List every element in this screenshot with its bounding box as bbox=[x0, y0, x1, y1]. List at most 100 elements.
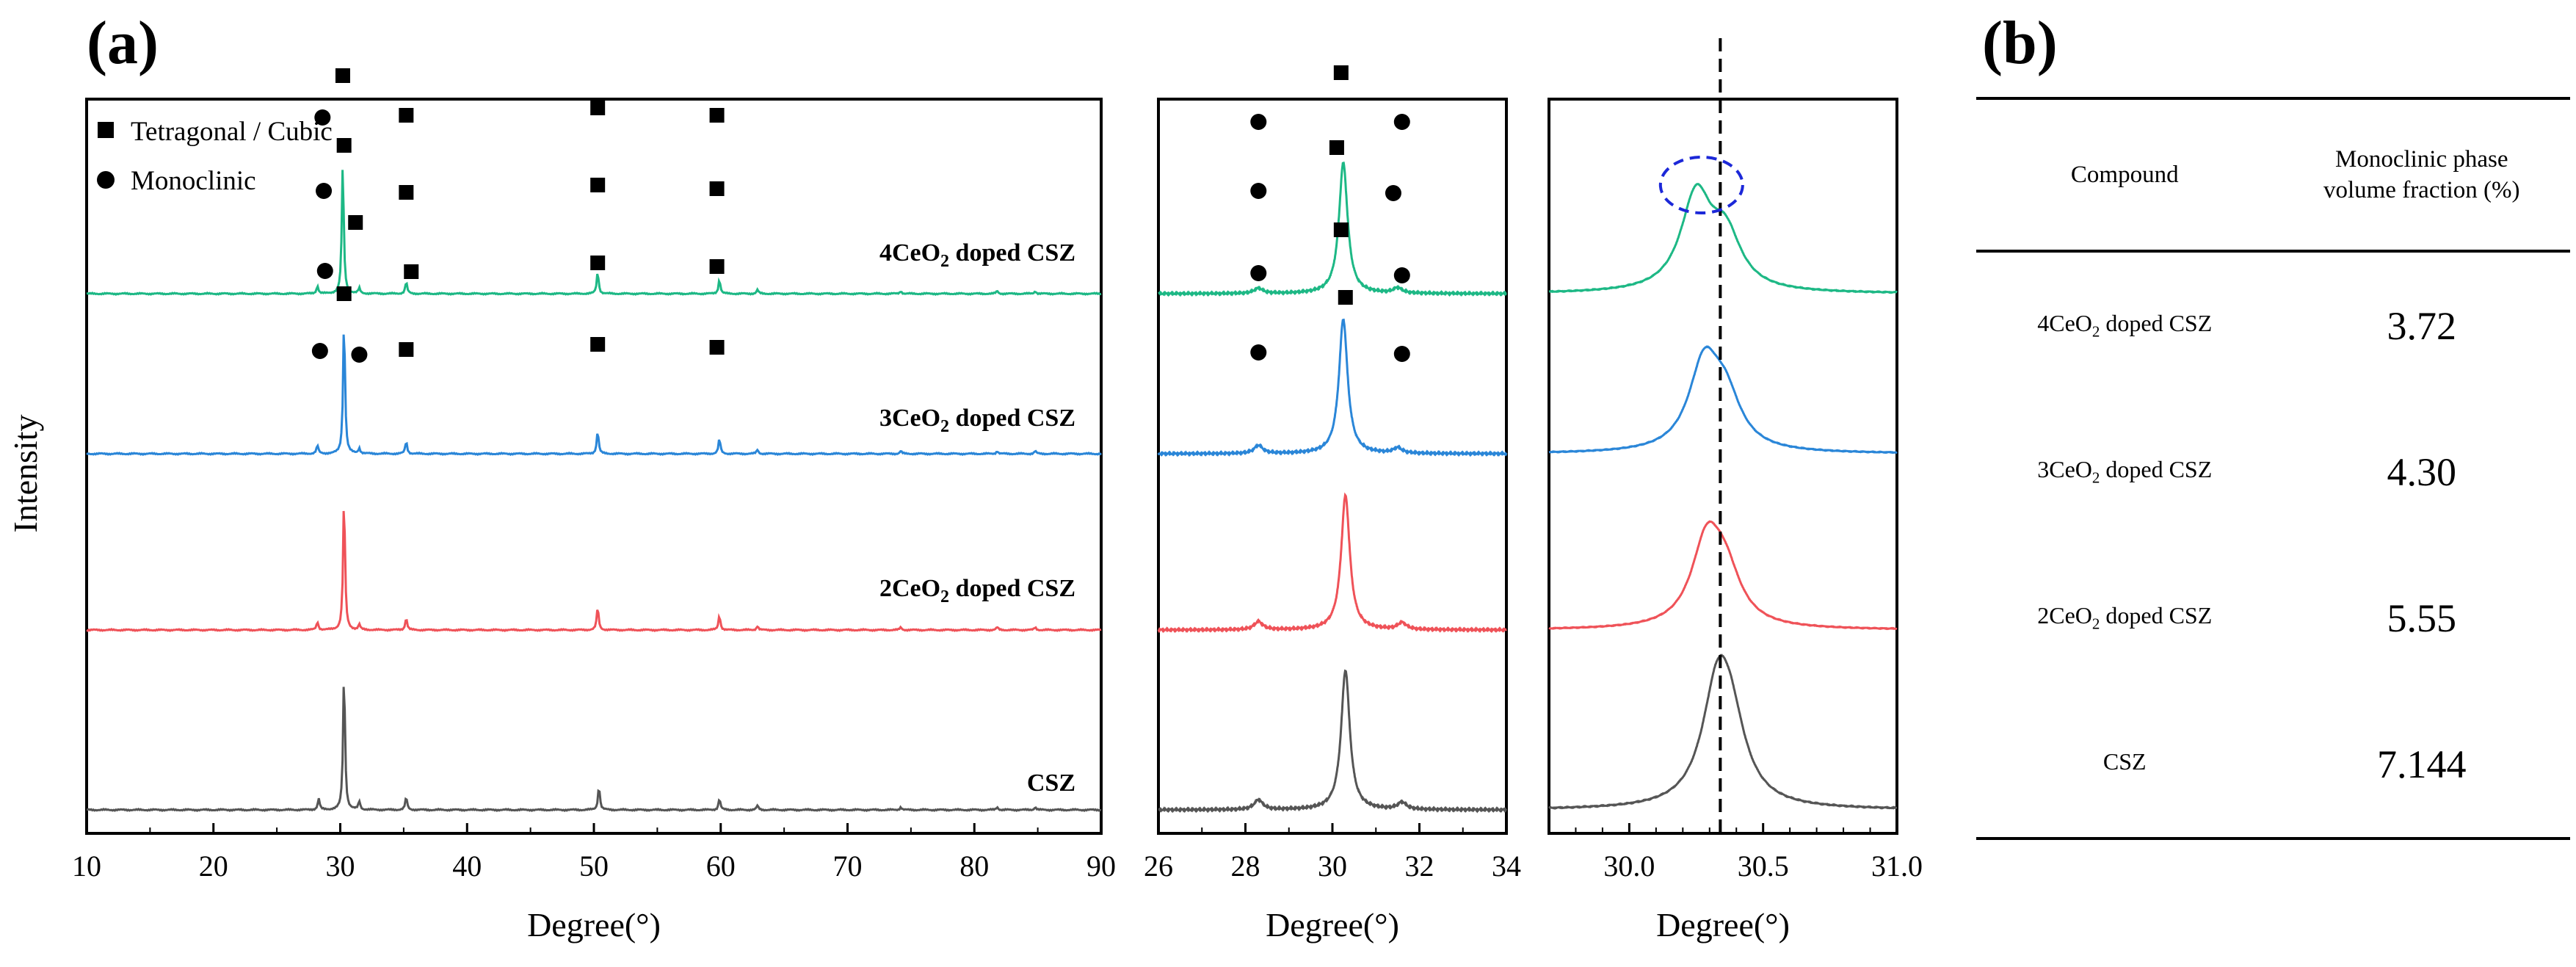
detail-x-tick-label: 31.0 bbox=[1871, 850, 1923, 883]
series-labels: 4CeO2 doped CSZ 3CeO2 doped CSZ 2CeO2 do… bbox=[879, 239, 1075, 797]
zoom-series-line bbox=[1158, 669, 1508, 814]
compound-cell: 3CeO2 doped CSZ bbox=[2037, 456, 2213, 487]
tetragonal-cubic-marker bbox=[399, 342, 414, 357]
zoom-x-tick-label: 32 bbox=[1405, 850, 1434, 883]
tetragonal-cubic-marker bbox=[335, 68, 350, 83]
full-x-tick-label: 50 bbox=[579, 850, 609, 883]
full-x-axis-title: Degree(°) bbox=[527, 906, 661, 944]
fraction-value: 7.144 bbox=[2273, 691, 2570, 840]
detail-series-line bbox=[1548, 520, 1898, 631]
tetragonal-cubic-marker bbox=[590, 256, 606, 270]
monoclinic-marker bbox=[314, 109, 331, 126]
zoom-x-tick-label: 28 bbox=[1231, 850, 1260, 883]
full-series-line bbox=[86, 510, 1102, 632]
zoom-x-tick-label: 34 bbox=[1492, 850, 1521, 883]
tetragonal-cubic-marker bbox=[709, 108, 725, 123]
monoclinic-marker bbox=[1250, 344, 1267, 361]
phase-fraction-table: Compound Monoclinic phase volume fractio… bbox=[1976, 97, 2570, 840]
monoclinic-marker bbox=[316, 263, 333, 279]
tetragonal-cubic-marker bbox=[399, 108, 414, 123]
table-row: 2CeO2 doped CSZ 5.55 bbox=[1976, 545, 2570, 691]
panel-a-zoom-plot: 26 28 30 32 34 Degree(°) bbox=[1144, 65, 1521, 944]
monoclinic-marker bbox=[1393, 114, 1410, 130]
series-label-3ceo2: 3CeO2 doped CSZ bbox=[879, 405, 1075, 436]
tetragonal-cubic-marker bbox=[590, 101, 606, 115]
full-x-tick-label: 60 bbox=[706, 850, 736, 883]
tetragonal-cubic-marker bbox=[709, 181, 725, 196]
zoom-x-tick-label: 30 bbox=[1318, 850, 1347, 883]
compound-cell: 4CeO2 doped CSZ bbox=[2037, 310, 2213, 341]
legend-circle-marker bbox=[97, 171, 115, 189]
monoclinic-marker bbox=[311, 343, 328, 359]
tetragonal-cubic-marker bbox=[1329, 140, 1344, 155]
full-x-tick-label: 90 bbox=[1086, 850, 1116, 883]
detail-series-line bbox=[1548, 653, 1898, 810]
full-x-tick-label: 70 bbox=[833, 850, 863, 883]
monoclinic-marker bbox=[1393, 346, 1410, 362]
fraction-value: 3.72 bbox=[2387, 303, 2457, 348]
detail-plot-frame bbox=[1548, 98, 1898, 835]
legend-monoclinic: Monoclinic bbox=[131, 166, 256, 196]
tetragonal-cubic-marker bbox=[336, 286, 352, 301]
tetragonal-cubic-marker bbox=[590, 337, 606, 352]
zoom-x-tick-label: 26 bbox=[1144, 850, 1173, 883]
panel-b-label: (b) bbox=[1982, 9, 2058, 77]
compound-cell: 2CeO2 doped CSZ bbox=[2037, 602, 2213, 633]
zoom-plot-frame bbox=[1157, 98, 1508, 835]
zoom-x-axis-title: Degree(°) bbox=[1266, 906, 1399, 944]
legend-tetragonal-cubic: Tetragonal / Cubic bbox=[131, 117, 333, 147]
series-label-csz: CSZ bbox=[1027, 769, 1075, 797]
compound-cell: CSZ bbox=[1976, 691, 2274, 840]
monoclinic-marker bbox=[351, 347, 368, 363]
monoclinic-marker bbox=[1250, 265, 1267, 281]
table-row: 4CeO2 doped CSZ 3.72 bbox=[1976, 251, 2570, 399]
tetragonal-cubic-marker bbox=[399, 185, 414, 200]
full-series-line bbox=[86, 334, 1102, 457]
tetragonal-cubic-marker bbox=[1333, 222, 1349, 237]
detail-x-tick-label: 30.0 bbox=[1603, 850, 1655, 883]
tetragonal-cubic-marker bbox=[1338, 290, 1353, 305]
monoclinic-marker bbox=[1393, 267, 1410, 283]
legend-square-marker bbox=[98, 122, 114, 138]
full-plot-frame bbox=[85, 98, 1103, 835]
detail-series-line bbox=[1548, 183, 1898, 294]
tetragonal-cubic-marker bbox=[709, 340, 725, 355]
table-row: 3CeO2 doped CSZ 4.30 bbox=[1976, 399, 2570, 545]
legend: Tetragonal / Cubic Monoclinic bbox=[97, 117, 333, 196]
tetragonal-cubic-marker bbox=[590, 178, 606, 192]
full-x-tick-label: 30 bbox=[326, 850, 355, 883]
fraction-value: 4.30 bbox=[2387, 449, 2457, 494]
tetragonal-cubic-marker bbox=[1333, 65, 1349, 80]
header-monoclinic-fraction: Monoclinic phase volume fraction (%) bbox=[2273, 97, 2570, 253]
full-x-tick-label: 10 bbox=[72, 850, 101, 883]
y-axis-title: Intensity bbox=[7, 415, 44, 533]
detail-series-line bbox=[1548, 345, 1898, 454]
full-series-line bbox=[86, 170, 1102, 296]
zoom-series-line bbox=[1158, 162, 1507, 297]
panel-a-full-plot: 10 20 30 40 50 60 70 80 90 Degree(°) bbox=[72, 68, 1116, 944]
table-row: CSZ 7.144 bbox=[1976, 691, 2570, 840]
header-compound: Compound bbox=[1976, 97, 2274, 253]
monoclinic-marker bbox=[1385, 185, 1401, 201]
series-label-2ceo2: 2CeO2 doped CSZ bbox=[879, 575, 1075, 606]
zoom-series-line bbox=[1157, 318, 1508, 457]
monoclinic-marker bbox=[316, 183, 333, 199]
tetragonal-cubic-marker bbox=[404, 264, 419, 279]
panel-a-label: (a) bbox=[87, 9, 159, 77]
full-series-line bbox=[86, 687, 1102, 812]
full-x-tick-label: 80 bbox=[959, 850, 989, 883]
tetragonal-cubic-marker bbox=[348, 215, 363, 230]
monoclinic-marker bbox=[1250, 114, 1267, 130]
table-header-row: Compound Monoclinic phase volume fractio… bbox=[1976, 97, 2570, 253]
zoom-series-line bbox=[1157, 492, 1507, 634]
full-x-tick-label: 40 bbox=[452, 850, 482, 883]
detail-x-tick-label: 30.5 bbox=[1738, 850, 1789, 883]
monoclinic-marker bbox=[1250, 183, 1267, 199]
fraction-value: 5.55 bbox=[2387, 595, 2457, 640]
panel-a-detail-plot: 30.0 30.5 31.0 Degree(°) bbox=[1548, 38, 1923, 944]
detail-x-axis-title: Degree(°) bbox=[1656, 906, 1790, 944]
full-x-tick-label: 20 bbox=[199, 850, 228, 883]
tetragonal-cubic-marker bbox=[709, 259, 725, 274]
highlight-dashed-circle bbox=[1658, 156, 1744, 214]
